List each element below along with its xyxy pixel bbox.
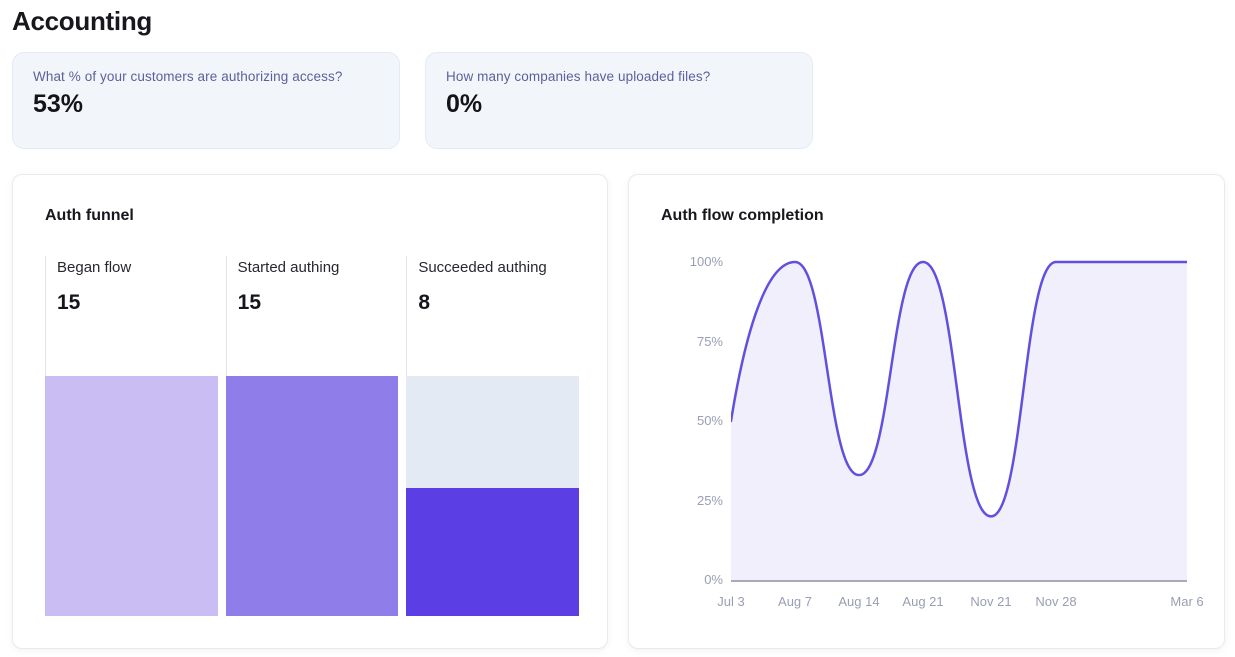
area-fill: [731, 262, 1187, 581]
funnel-step-started-authing: Started authing 15: [225, 256, 399, 616]
card-title: Auth flow completion: [661, 207, 824, 224]
stats-row: What % of your customers are authorizing…: [12, 52, 1225, 149]
funnel-step-succeeded-authing: Succeeded authing 8: [406, 256, 579, 616]
x-tick-label: Jul 3: [717, 594, 745, 609]
area-line: [731, 260, 1187, 518]
funnel-step-value: 8: [418, 291, 431, 314]
stat-question: What % of your customers are authorizing…: [33, 69, 343, 84]
stat-value: 0%: [446, 90, 483, 118]
auth-funnel-card: Auth funnel Began flow 15 Started authin…: [12, 174, 608, 649]
funnel-step-value: 15: [57, 291, 81, 314]
auth-flow-completion-card: Auth flow completion 100% 75% 50% 25% 0% Jul…: [628, 174, 1225, 649]
funnel-step-value: 15: [237, 291, 262, 314]
completion-chart-canvas: [731, 260, 1187, 582]
stat-question: How many companies have uploaded files?: [446, 69, 711, 84]
y-tick-label: 75%: [696, 333, 723, 349]
stat-card-authorizing-access: What % of your customers are authorizing…: [12, 52, 400, 149]
charts-row: Auth funnel Began flow 15 Started authin…: [12, 174, 1225, 649]
y-tick-label: 25%: [696, 492, 723, 508]
x-tick-label: Aug 7: [778, 594, 813, 609]
funnel-chart: Began flow 15 Started authing 15 Succeed…: [45, 256, 579, 616]
y-tick-label: 100%: [689, 254, 723, 269]
y-tick-label: 0%: [704, 572, 723, 587]
funnel-bar: [225, 376, 399, 616]
funnel-step-began-flow: Began flow 15: [45, 256, 218, 616]
x-tick-label: Aug 21: [902, 594, 944, 609]
y-tick-label: 50%: [696, 413, 723, 428]
x-tick-label: Nov 28: [1035, 594, 1077, 609]
funnel-bar-fill: [225, 376, 399, 616]
funnel-bar-fill: [45, 376, 218, 616]
stat-card-uploaded-files: How many companies have uploaded files? …: [425, 52, 813, 149]
page-title: Accounting: [12, 6, 152, 36]
funnel-step-label: Succeeded authing: [418, 259, 547, 276]
funnel-bar: [45, 376, 218, 616]
funnel-step-header: Succeeded authing 8: [406, 256, 579, 376]
funnel-step-label: Started authing: [237, 259, 340, 276]
stat-value: 53%: [33, 90, 84, 118]
completion-area-chart: 100% 75% 50% 25% 0% Jul 3 Aug 7 Aug 14 Aug 21 No…: [661, 246, 1206, 618]
funnel-step-header: Started authing 15: [225, 256, 399, 376]
card-title: Auth funnel: [45, 207, 134, 224]
funnel-step-header: Began flow 15: [45, 256, 218, 376]
funnel-step-label: Began flow: [57, 259, 132, 276]
x-tick-label: Mar 6: [1170, 594, 1204, 609]
x-tick-label: Aug 14: [838, 594, 880, 609]
x-tick-label: Nov 21: [970, 594, 1012, 609]
funnel-bar: [406, 376, 579, 616]
funnel-bar-fill: [406, 488, 579, 616]
